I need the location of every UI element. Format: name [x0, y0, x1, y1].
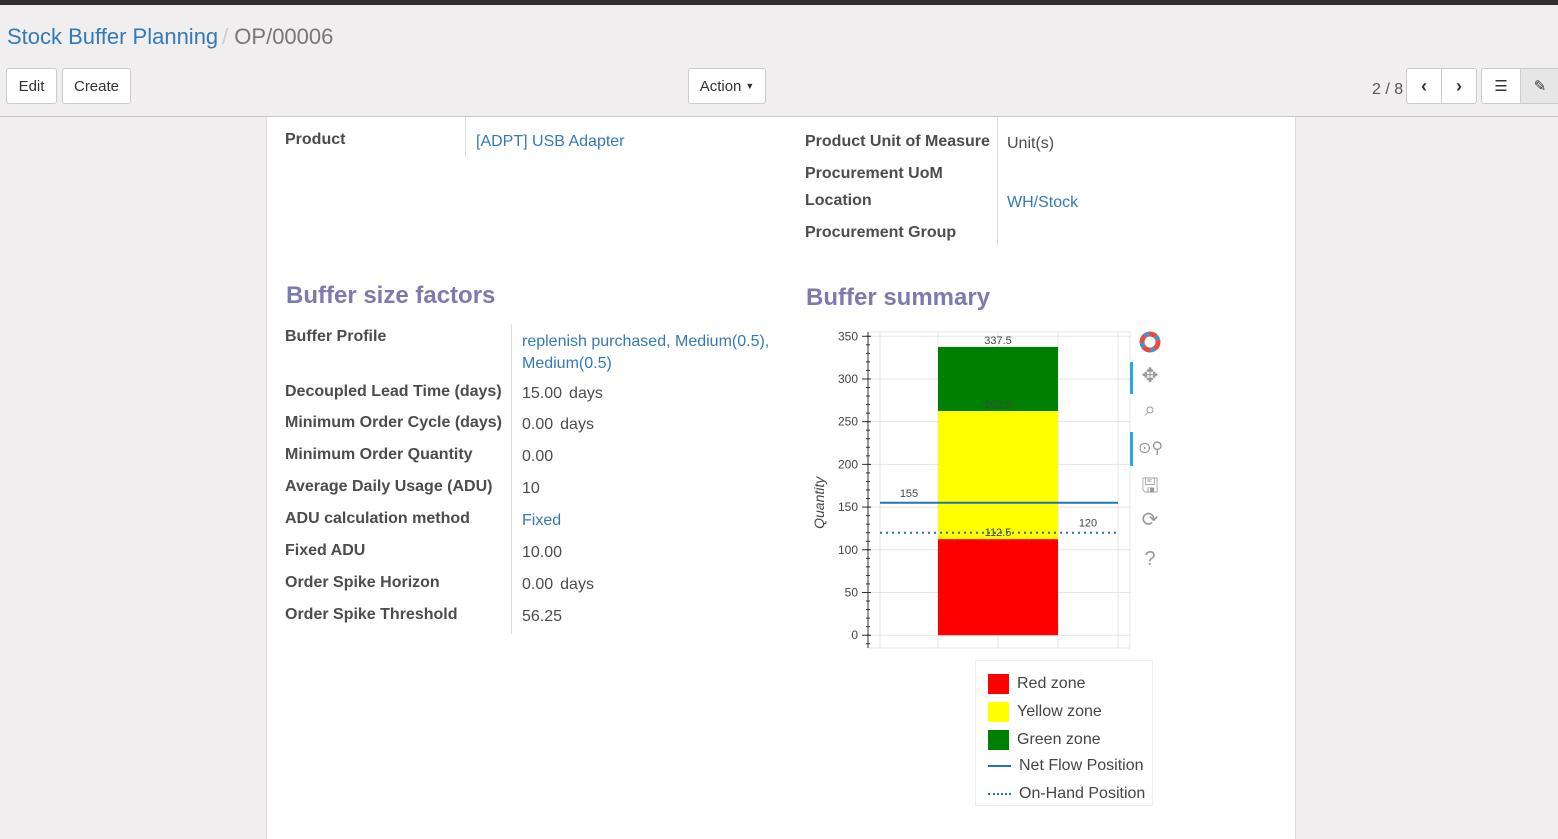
breadcrumb-current: OP/00006 [234, 24, 334, 49]
save-icon[interactable]: 🖫 [1141, 475, 1159, 497]
action-label: Action [699, 77, 742, 95]
y-tick-label: 50 [845, 585, 859, 599]
list-icon: ☰ [1494, 78, 1508, 95]
y-axis-label: Quantity [811, 476, 827, 529]
active-tool-indicator [1130, 432, 1133, 466]
legend-item-net-flow: Net Flow Position [988, 757, 1144, 775]
y-tick-label: 250 [838, 415, 858, 429]
active-tool-indicator [1130, 362, 1133, 394]
zone-label: 337.5 [984, 335, 1012, 347]
pager-value: 2 / 8 [1372, 81, 1404, 98]
factor-label: Minimum Order Quantity [285, 446, 473, 463]
factor-label: Minimum Order Cycle (days) [285, 414, 502, 431]
legend-item-on-hand: On-Hand Position [988, 785, 1145, 803]
caret-down-icon: ▼ [745, 81, 755, 91]
uom-value: Unit(s) [1007, 135, 1055, 152]
factor-label: ADU calculation method [285, 510, 470, 527]
pan-icon[interactable]: ✥ [1141, 365, 1159, 387]
legend-item-green-zone: Green zone [988, 730, 1101, 750]
divider [465, 117, 466, 157]
list-view-button[interactable]: ☰ [1481, 68, 1521, 104]
action-dropdown[interactable]: Action ▼ [688, 68, 766, 104]
procurement-group-label: Procurement Group [805, 224, 957, 241]
product-link[interactable]: [ADPT] USB Adapter [476, 133, 625, 150]
breadcrumb: Stock Buffer Planning / OP/00006 [7, 24, 334, 49]
zone-label: 112.5 [985, 527, 1012, 539]
y-tick-label: 300 [838, 372, 858, 386]
y-tick-label: 350 [838, 329, 858, 343]
factor-value: 0.00 days [522, 416, 594, 433]
divider [511, 324, 512, 634]
bokeh-logo-icon[interactable] [1138, 330, 1162, 354]
factor-value: 0.00 [522, 448, 554, 465]
zone-bar-yellow-zone [938, 411, 1058, 540]
factor-label: Average Daily Usage (ADU) [285, 478, 493, 495]
legend-item-red-zone: Red zone [988, 674, 1086, 694]
buffer-chart: 112.5 262.5 337.5 155 120 0 50 100 150 200 250 300 3… [811, 329, 1131, 649]
factor-value: 15.00 days [522, 385, 603, 402]
create-button[interactable]: Create [62, 68, 131, 104]
previous-record-button[interactable]: ‹ [1406, 68, 1442, 104]
factor-value: Fixed [522, 512, 562, 529]
zone-label: 262.5 [984, 399, 1012, 411]
buffer-profile-link[interactable]: replenish purchased, Medium(0.5), Medium(… [522, 333, 770, 372]
buffer-profile-label: Buffer Profile [285, 328, 387, 345]
uom-label: Product Unit of Measure [805, 133, 990, 150]
factor-value: 0.00 days [522, 576, 594, 593]
factor-label: Order Spike Threshold [285, 606, 458, 623]
breadcrumb-parent-link[interactable]: Stock Buffer Planning [7, 24, 219, 49]
location-label: Location [805, 192, 872, 209]
factor-value: 10.00 [522, 544, 563, 561]
location-link[interactable]: WH/Stock [1007, 194, 1079, 211]
chevron-left-icon: ‹ [1421, 75, 1427, 96]
factor-value: 10 [522, 480, 540, 497]
buffer-size-factors-title: Buffer size factors [286, 282, 496, 309]
next-record-button[interactable]: › [1441, 68, 1477, 104]
edit-icon: ✎ [1533, 78, 1547, 95]
help-icon[interactable]: ? [1144, 548, 1156, 570]
position-label: 120 [1079, 518, 1097, 530]
divider [997, 117, 998, 245]
reset-icon[interactable]: ⟳ [1141, 509, 1159, 531]
position-label: 155 [900, 488, 918, 500]
buffer-summary-title: Buffer summary [806, 284, 991, 311]
box-zoom-icon[interactable]: ⌕ [1144, 399, 1156, 421]
zone-bar-green-zone [938, 346, 1058, 411]
edit-button[interactable]: Edit [6, 68, 57, 104]
factor-value: 56.25 [522, 608, 563, 625]
wheel-zoom-icon[interactable]: ⊙⚲ [1138, 440, 1164, 457]
zone-bar-red-zone [938, 539, 1058, 636]
chart-legend: Red zone Yellow zone Green zone Net Flow… [975, 660, 1153, 806]
top-bar [0, 0, 1558, 5]
control-panel: Stock Buffer Planning / OP/00006 Edit Crea… [0, 5, 1558, 117]
factor-label: Fixed ADU [285, 542, 366, 559]
form-view-button[interactable]: ✎ [1520, 68, 1558, 104]
factor-label: Order Spike Horizon [285, 574, 440, 591]
y-tick-label: 100 [838, 543, 858, 557]
y-tick-label: 150 [838, 500, 858, 514]
product-label: Product [285, 131, 346, 148]
legend-item-yellow-zone: Yellow zone [988, 702, 1102, 722]
y-tick-label: 200 [838, 457, 858, 471]
chevron-right-icon: › [1456, 75, 1462, 96]
factor-label: Decoupled Lead Time (days) [285, 383, 502, 400]
y-tick-label: 0 [851, 628, 858, 642]
procurement-uom-label: Procurement UoM [805, 165, 943, 182]
